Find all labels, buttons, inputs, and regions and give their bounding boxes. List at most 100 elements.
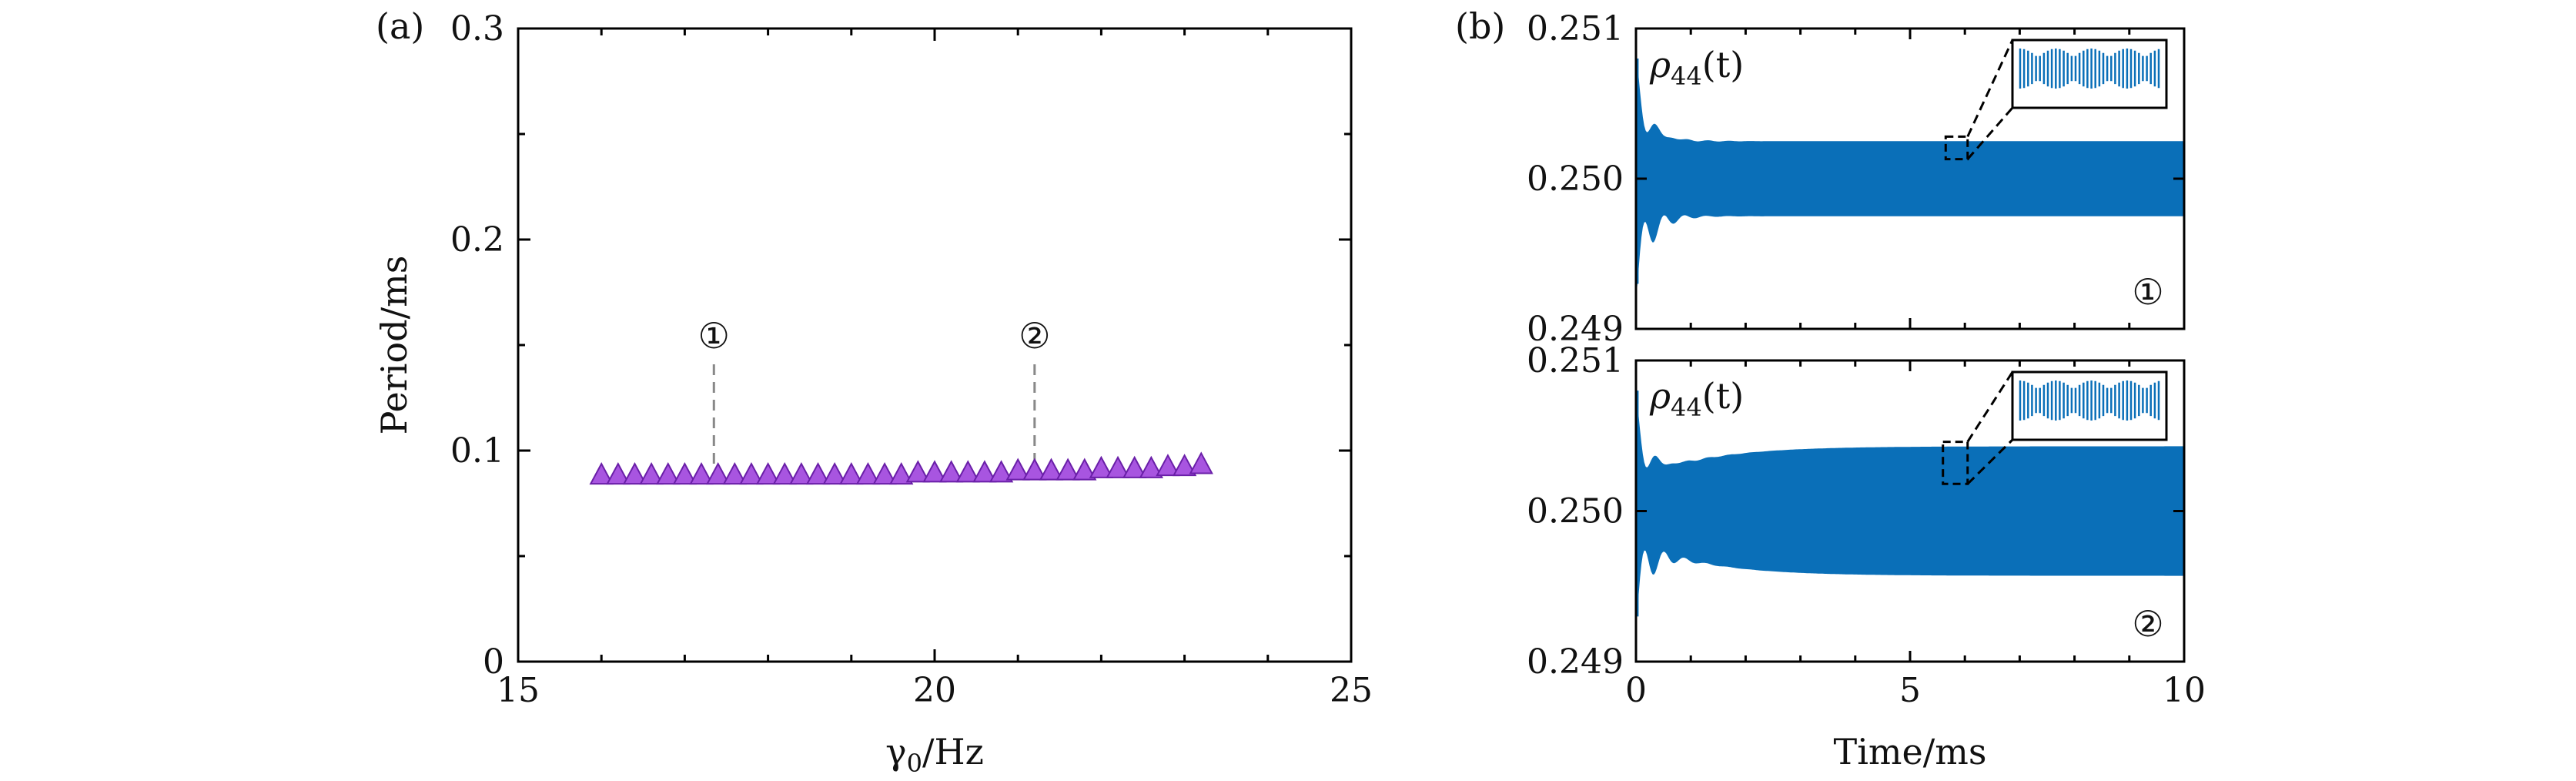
rho-arg: (t): [1702, 44, 1744, 85]
zoom-connector: [1966, 107, 2014, 160]
data-point-triangle: [1072, 458, 1097, 481]
bottom-ytick-labels: 0.249 0.250 0.251: [1527, 341, 1624, 682]
zoom-source-box: [1942, 441, 1969, 485]
data-point-triangle: [589, 462, 614, 485]
x-tick-label: 25: [1330, 671, 1373, 710]
top-ytick-labels: 0.249 0.250 0.251: [1527, 9, 1624, 349]
data-point-triangle: [805, 462, 831, 485]
y-tick-label: 0.1: [450, 431, 504, 471]
data-point-triangle: [639, 462, 664, 485]
data-point-triangle: [955, 460, 980, 483]
y-tick-label: 0.249: [1527, 642, 1624, 682]
y-tick-label: 0.250: [1527, 492, 1624, 531]
rho-symbol: ρ: [1649, 44, 1671, 85]
data-point-triangle: [1156, 454, 1180, 477]
data-point-triangle: [1139, 455, 1163, 478]
data-point-triangle: [1022, 458, 1047, 481]
panel-b-xlabel: Time/ms: [1834, 731, 1987, 773]
xlabel-subscript: 0: [907, 749, 922, 778]
data-point-triangle: [656, 462, 681, 485]
data-point-triangle: [1039, 458, 1064, 481]
annotation-label: ②: [1019, 315, 1050, 357]
bottom-zoom-inset: [1942, 370, 2168, 485]
panel-a-label: (a): [376, 5, 424, 47]
data-point-triangle: [622, 462, 647, 485]
data-point-triangle: [1005, 458, 1030, 481]
zoom-connector: [1966, 371, 2014, 443]
bottom-ticks: [1634, 359, 2186, 663]
y-tick-label: 0.250: [1527, 159, 1624, 199]
data-point-triangle: [855, 462, 881, 485]
data-point-triangle: [606, 462, 631, 485]
x-tick-label: 10: [2163, 671, 2206, 710]
data-point-triangle: [1055, 458, 1080, 481]
panel-b-xtick-labels: 0 5 10: [1625, 671, 2206, 710]
panel-a-xlabel: γ0/Hz: [885, 731, 984, 778]
data-point-triangle: [889, 462, 914, 485]
bottom-ylabel: ρ44(t): [1649, 375, 1744, 422]
panel-a-ylabel: Period/ms: [373, 256, 415, 435]
data-point-triangle: [689, 462, 714, 485]
data-point-triangle: [755, 462, 781, 485]
top-zoom-inset: [1944, 39, 2168, 161]
data-point-triangle: [972, 460, 997, 483]
x-tick-label: 5: [1899, 671, 1921, 710]
zoom-inset-frame: [2011, 39, 2168, 109]
y-tick-label: 0: [483, 642, 504, 682]
data-point-triangle: [922, 460, 947, 483]
data-point-triangle: [1189, 451, 1213, 474]
xlabel-symbol: γ: [885, 731, 907, 773]
panel-a-markers: [589, 451, 1213, 485]
panel-a-ytick-labels: 0 0.1 0.2 0.3: [450, 9, 504, 682]
panel-a-frame: [517, 27, 1353, 663]
data-point-triangle: [789, 462, 814, 485]
data-point-triangle: [706, 462, 731, 485]
data-point-triangle: [905, 460, 931, 483]
xlabel-unit: /Hz: [922, 731, 984, 773]
data-point-triangle: [822, 462, 847, 485]
y-tick-label: 0.251: [1527, 341, 1624, 380]
top-ticks: [1634, 27, 2186, 330]
y-tick-label: 0.2: [450, 220, 504, 260]
y-tick-label: 0.251: [1527, 9, 1624, 49]
x-tick-label: 15: [497, 671, 540, 710]
data-point-triangle: [989, 460, 1014, 483]
x-tick-label: 20: [913, 671, 956, 710]
panel-a-xtick-labels: 15 20 25: [497, 671, 1373, 710]
panel-b-label: (b): [1455, 5, 1505, 47]
rho-subscript: 44: [1671, 62, 1702, 91]
rho-symbol: ρ: [1649, 375, 1671, 417]
zoom-inset-signal: [2019, 380, 2160, 421]
zoom-source-box: [1944, 135, 1969, 161]
panel-b-top-subplot: 0.249 0.250 0.251 ρ44(t) ①: [1527, 9, 2186, 349]
data-point-triangle: [1106, 455, 1130, 478]
data-point-triangle: [872, 462, 897, 485]
top-case-label: ①: [2132, 271, 2163, 313]
y-tick-label: 0.3: [450, 9, 504, 49]
zoom-connector: [1966, 39, 2014, 138]
bottom-case-label: ②: [2132, 603, 2163, 645]
data-point-triangle: [1172, 454, 1197, 477]
rho-arg: (t): [1702, 375, 1744, 417]
panel-a-ticks: [517, 27, 1353, 663]
data-point-triangle: [938, 460, 964, 483]
oscillation-band: [1636, 399, 2184, 623]
panel-b-bottom-subplot: 0.249 0.250 0.251 ρ44(t) ②: [1527, 341, 2186, 682]
data-point-triangle: [772, 462, 797, 485]
data-point-triangle: [672, 462, 698, 485]
data-point-triangle: [739, 462, 764, 485]
rho-subscript: 44: [1671, 393, 1702, 422]
top-ylabel: ρ44(t): [1649, 44, 1744, 91]
zoom-inset-signal: [2019, 49, 2160, 89]
data-point-triangle: [722, 462, 747, 485]
oscillation-band: [1636, 59, 2184, 299]
data-point-triangle: [1089, 455, 1114, 478]
data-point-triangle: [839, 462, 864, 485]
y-tick-label: 0.249: [1527, 310, 1624, 349]
zoom-connector: [1966, 438, 2014, 485]
data-point-triangle: [1122, 455, 1147, 478]
